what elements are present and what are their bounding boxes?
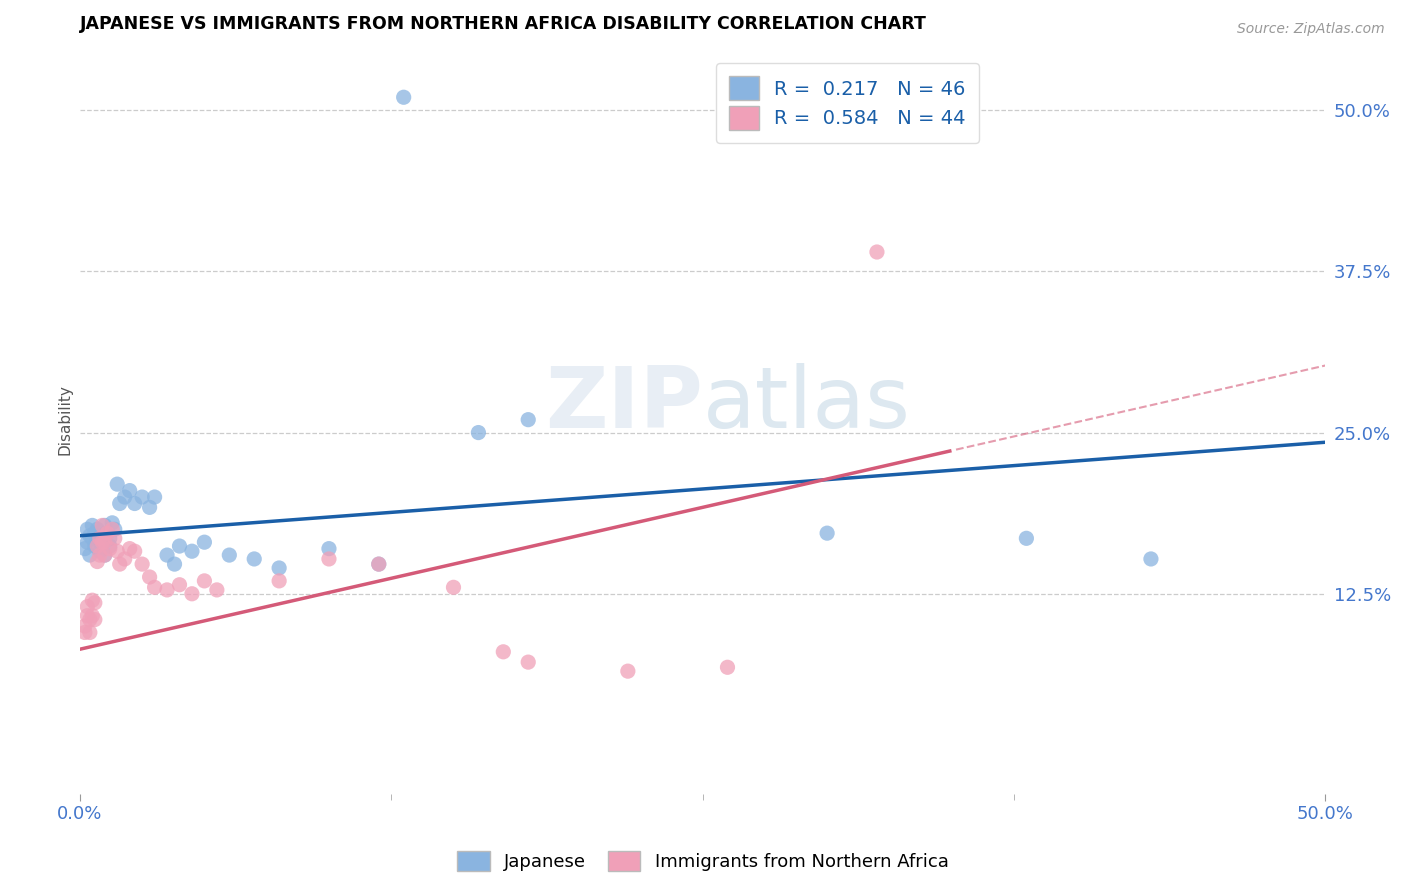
Point bbox=[94, 535, 117, 549]
Point bbox=[83, 539, 105, 553]
Point bbox=[73, 541, 96, 556]
Point bbox=[98, 541, 121, 556]
Point bbox=[94, 548, 117, 562]
Point bbox=[815, 526, 838, 541]
Point bbox=[89, 544, 111, 558]
Point bbox=[118, 541, 141, 556]
Point bbox=[76, 599, 98, 614]
Point bbox=[105, 477, 128, 491]
Point bbox=[105, 544, 128, 558]
Point bbox=[367, 557, 389, 571]
Point bbox=[467, 425, 489, 440]
Point bbox=[866, 245, 889, 260]
Point bbox=[83, 526, 105, 541]
Point bbox=[138, 500, 160, 515]
Point bbox=[243, 552, 266, 566]
Point bbox=[114, 490, 136, 504]
Legend: R =  0.217   N = 46, R =  0.584   N = 44: R = 0.217 N = 46, R = 0.584 N = 44 bbox=[716, 62, 980, 144]
Point bbox=[86, 531, 108, 545]
Point bbox=[138, 570, 160, 584]
Point bbox=[143, 580, 166, 594]
Point bbox=[94, 518, 117, 533]
Point bbox=[83, 596, 105, 610]
Text: atlas: atlas bbox=[703, 363, 911, 446]
Point bbox=[86, 555, 108, 569]
Point bbox=[443, 580, 465, 594]
Legend: Japanese, Immigrants from Northern Africa: Japanese, Immigrants from Northern Afric… bbox=[450, 844, 956, 879]
Point bbox=[318, 552, 340, 566]
Point bbox=[205, 582, 228, 597]
Point bbox=[392, 90, 415, 104]
Point bbox=[104, 522, 127, 536]
Point bbox=[318, 541, 340, 556]
Point bbox=[517, 412, 540, 426]
Point bbox=[367, 557, 389, 571]
Point bbox=[124, 496, 146, 510]
Point bbox=[218, 548, 240, 562]
Point bbox=[82, 518, 104, 533]
Point bbox=[617, 664, 640, 678]
Point bbox=[76, 608, 98, 623]
Point bbox=[96, 526, 118, 541]
Point bbox=[79, 529, 101, 543]
Point bbox=[169, 578, 191, 592]
Point bbox=[91, 539, 114, 553]
Point bbox=[181, 587, 204, 601]
Point bbox=[124, 544, 146, 558]
Point bbox=[96, 526, 118, 541]
Point bbox=[181, 544, 204, 558]
Point bbox=[104, 531, 127, 545]
Point bbox=[83, 613, 105, 627]
Point bbox=[98, 531, 121, 545]
Point bbox=[82, 531, 104, 545]
Point bbox=[94, 548, 117, 562]
Point bbox=[193, 535, 215, 549]
Point bbox=[156, 548, 179, 562]
Point bbox=[101, 522, 124, 536]
Point bbox=[169, 539, 191, 553]
Point bbox=[91, 535, 114, 549]
Point bbox=[1140, 552, 1163, 566]
Point bbox=[86, 522, 108, 536]
Point bbox=[131, 490, 153, 504]
Point bbox=[76, 535, 98, 549]
Point bbox=[163, 557, 186, 571]
Point bbox=[156, 582, 179, 597]
Point bbox=[108, 557, 131, 571]
Text: JAPANESE VS IMMIGRANTS FROM NORTHERN AFRICA DISABILITY CORRELATION CHART: JAPANESE VS IMMIGRANTS FROM NORTHERN AFR… bbox=[80, 15, 927, 33]
Point bbox=[82, 593, 104, 607]
Point bbox=[89, 531, 111, 545]
Point bbox=[114, 552, 136, 566]
Point bbox=[193, 574, 215, 588]
Point bbox=[131, 557, 153, 571]
Point bbox=[79, 548, 101, 562]
Y-axis label: Disability: Disability bbox=[58, 384, 73, 455]
Point bbox=[269, 574, 291, 588]
Point bbox=[492, 645, 515, 659]
Point bbox=[82, 608, 104, 623]
Point bbox=[118, 483, 141, 498]
Point bbox=[91, 529, 114, 543]
Point bbox=[73, 619, 96, 633]
Point bbox=[108, 496, 131, 510]
Text: ZIP: ZIP bbox=[546, 363, 703, 446]
Point bbox=[98, 539, 121, 553]
Point bbox=[89, 535, 111, 549]
Text: Source: ZipAtlas.com: Source: ZipAtlas.com bbox=[1237, 22, 1385, 37]
Point bbox=[79, 613, 101, 627]
Point bbox=[91, 518, 114, 533]
Point bbox=[79, 625, 101, 640]
Point bbox=[76, 522, 98, 536]
Point bbox=[269, 561, 291, 575]
Point bbox=[101, 516, 124, 530]
Point bbox=[143, 490, 166, 504]
Point bbox=[73, 625, 96, 640]
Point bbox=[86, 539, 108, 553]
Point bbox=[716, 660, 738, 674]
Point bbox=[1015, 531, 1038, 545]
Point bbox=[89, 548, 111, 562]
Point bbox=[517, 655, 540, 669]
